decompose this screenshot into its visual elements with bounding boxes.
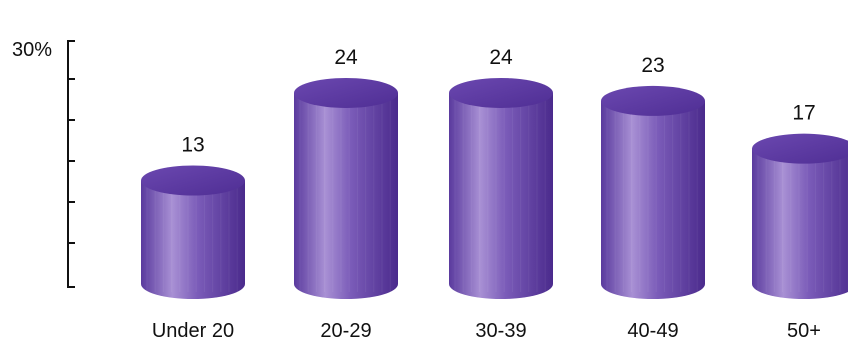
category-label: 30-39 — [475, 320, 526, 342]
data-label: 24 — [489, 46, 513, 69]
bar-series — [141, 77, 848, 300]
bar-top — [752, 133, 848, 164]
bar-cylinder — [294, 77, 398, 300]
data-label: 23 — [641, 54, 664, 77]
data-label: 13 — [181, 134, 204, 157]
bar-body — [752, 148, 848, 299]
bar-cylinder — [601, 85, 705, 299]
bar-top — [141, 165, 245, 196]
category-label: Under 20 — [152, 320, 234, 342]
bar-top — [601, 85, 705, 116]
y-axis — [67, 40, 75, 288]
data-labels: 13 24 24 23 17 — [181, 46, 815, 157]
category-labels: Under 20 20-29 30-39 40-49 50+ — [152, 320, 821, 342]
bar-body — [449, 92, 553, 300]
bar-top — [294, 77, 398, 108]
bar-top — [449, 77, 553, 108]
category-label: 40-49 — [627, 320, 678, 342]
bar-cylinder — [752, 133, 848, 299]
category-label: 50+ — [787, 320, 821, 342]
data-label: 17 — [792, 102, 815, 125]
y-axis-line — [67, 40, 75, 288]
bar-body — [601, 100, 705, 299]
bar-cylinder — [141, 165, 245, 299]
category-label: 20-29 — [320, 320, 371, 342]
data-label: 24 — [334, 46, 358, 69]
y-axis-max-label: 30% — [12, 39, 52, 61]
bar-cylinder — [449, 77, 553, 300]
bar-body — [141, 180, 245, 299]
bar-body — [294, 92, 398, 300]
